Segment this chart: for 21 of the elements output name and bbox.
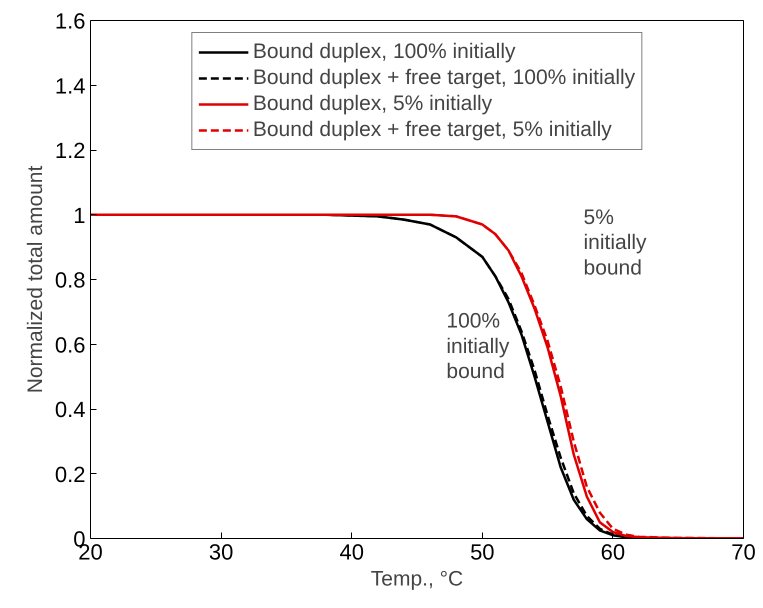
x-tick-label: 30 (208, 540, 234, 564)
y-tick-label: 0.6 (54, 332, 86, 358)
y-tick-label: 0.4 (54, 397, 86, 422)
x-tick-label: 70 (731, 540, 756, 564)
x-tick-label: 60 (600, 540, 626, 564)
y-tick-label: 1.2 (54, 138, 86, 163)
legend-label: Bound duplex, 100% initially (252, 39, 516, 65)
y-axis-title: Normalized total amount (24, 166, 47, 394)
y-tick-label: 0.8 (54, 268, 86, 292)
y-tick-label: 1.6 (54, 8, 86, 34)
annotation: 100% initially bound (446, 310, 510, 384)
y-tick-label: 1 (73, 202, 86, 228)
legend-label: Bound duplex + free target, 100% initially (252, 65, 636, 91)
y-tick-label: 1.4 (54, 73, 86, 98)
y-tick-label: 0.2 (54, 462, 86, 487)
x-tick-label: 50 (470, 540, 495, 564)
annotation: 5% initially bound (584, 206, 648, 280)
legend-label: Bound duplex + free target, 5% initially (252, 117, 612, 143)
x-axis-title: Temp., °C (370, 568, 464, 590)
x-tick-label: 40 (339, 540, 364, 564)
legend-label: Bound duplex, 5% initially (252, 91, 492, 117)
